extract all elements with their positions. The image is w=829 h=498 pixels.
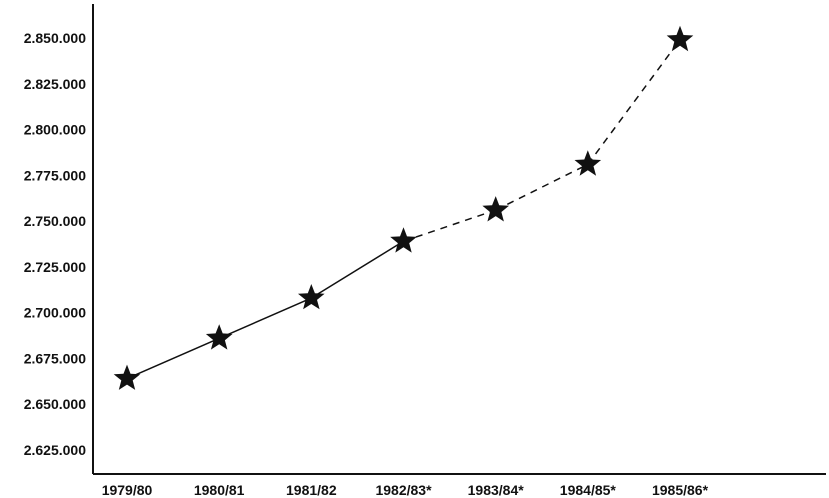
x-tick-label: 1980/81 [194,482,245,498]
data-point-star [390,227,417,253]
y-tick-label: 2.775.000 [24,167,86,183]
y-tick-label: 2.850.000 [24,30,86,46]
data-point-star [113,364,141,390]
x-tick-label: 1981/82 [286,482,337,498]
x-tick-label: 1983/84* [468,482,525,498]
y-tick-label: 2.725.000 [24,259,86,275]
x-tick-label: 1984/85* [560,482,617,498]
y-tick-label: 2.675.000 [24,350,86,366]
line-segment [310,240,404,299]
y-tick-label: 2.625.000 [24,442,86,458]
data-point-star [574,150,602,176]
data-point-star [205,324,233,350]
line-segment-dashed [587,39,681,165]
data-point-markers [113,25,694,390]
y-tick-label: 2.650.000 [24,396,86,412]
data-point-star [298,284,325,310]
x-tick-label: 1982/83* [375,482,432,498]
x-tick-label: 1979/80 [102,482,153,498]
series-lines [126,39,681,380]
line-segment-dashed [495,163,589,211]
line-segment [126,337,220,380]
y-tick-label: 2.700.000 [24,305,86,321]
line-segment-dashed [403,209,496,242]
x-tick-label: 1985/86* [652,482,709,498]
y-tick-label: 2.800.000 [24,122,86,138]
y-tick-labels: 2.850.000 2.825.000 2.800.000 2.775.000 2.75… [24,30,86,458]
x-tick-labels: 1979/80 1980/81 1981/82 1982/83* 1983/84* 198… [102,482,709,498]
data-point-star [482,196,509,222]
y-tick-label: 2.825.000 [24,76,86,92]
line-segment [218,297,312,339]
data-point-star [666,25,694,52]
y-tick-label: 2.750.000 [24,213,86,229]
